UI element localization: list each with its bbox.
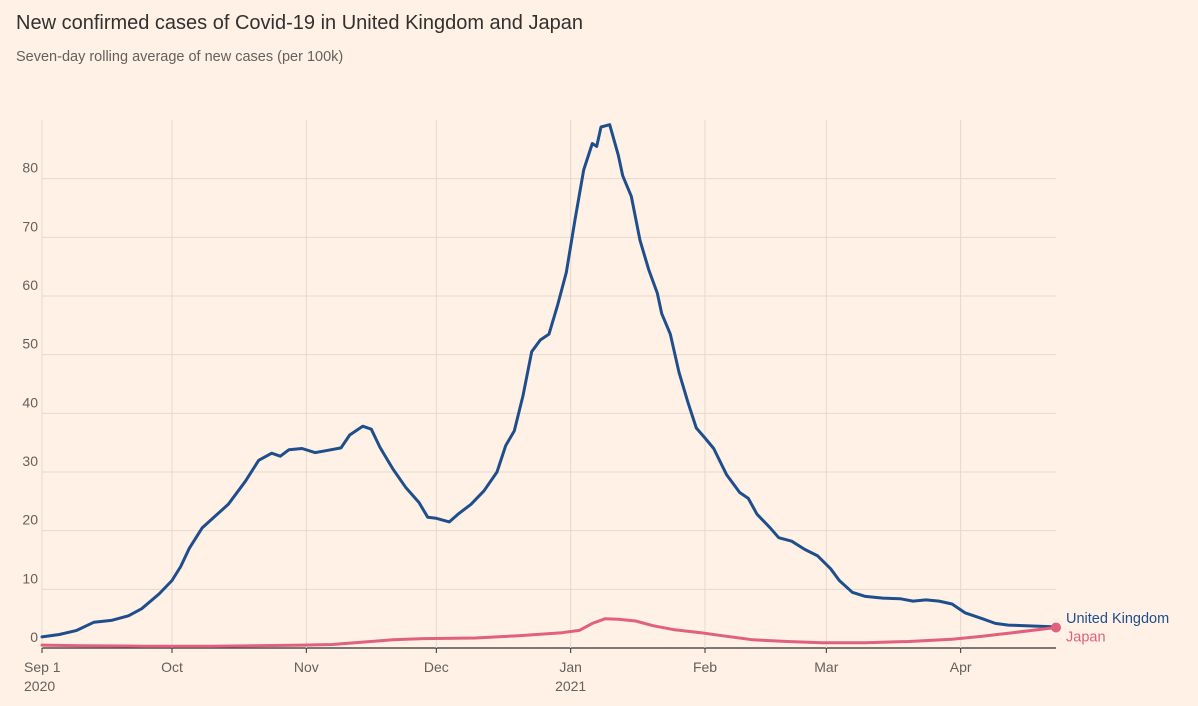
chart-title: New confirmed cases of Covid-19 in Unite…	[16, 12, 583, 34]
y-tick-label: 20	[22, 512, 38, 528]
x-tick-label: Jan	[559, 659, 582, 675]
y-tick-label: 80	[22, 160, 38, 176]
y-tick-label: 50	[22, 336, 38, 352]
y-tick-label: 60	[22, 277, 38, 293]
series-line-united-kingdom	[40, 123, 1058, 639]
x-tick-sublabel: 2021	[555, 678, 586, 694]
x-tick-sublabel: 2020	[24, 678, 55, 694]
series	[40, 123, 1061, 648]
x-tick-label: Mar	[814, 659, 838, 675]
x-tick-label: Nov	[294, 659, 319, 675]
chart-subtitle: Seven-day rolling average of new cases (…	[16, 49, 344, 65]
y-tick-label: 70	[22, 218, 38, 234]
legend-label-united-kingdom: United Kingdom	[1066, 611, 1169, 627]
y-tick-label: 30	[22, 453, 38, 469]
x-tick-label: Feb	[693, 659, 717, 675]
legend: United Kingdom Japan	[1066, 611, 1169, 646]
legend-label-japan: Japan	[1066, 629, 1106, 645]
y-tick-label: 0	[30, 629, 38, 645]
x-tick-label: Dec	[424, 659, 449, 675]
y-tick-label: 40	[22, 394, 38, 410]
y-tick-label: 10	[22, 570, 38, 586]
x-axis: Sep 1 2020 Oct Nov Dec Jan 2021 Feb Mar Apr	[24, 648, 972, 694]
x-tick-label: Oct	[161, 659, 183, 675]
grid	[41, 120, 1056, 649]
y-axis: 0 10 20 30 40 50 60 70 80	[22, 160, 38, 645]
series-line-japan	[40, 617, 1058, 648]
x-tick-label: Apr	[950, 659, 972, 675]
x-tick-label: Sep 1	[24, 659, 61, 675]
series-end-marker	[1051, 622, 1061, 633]
